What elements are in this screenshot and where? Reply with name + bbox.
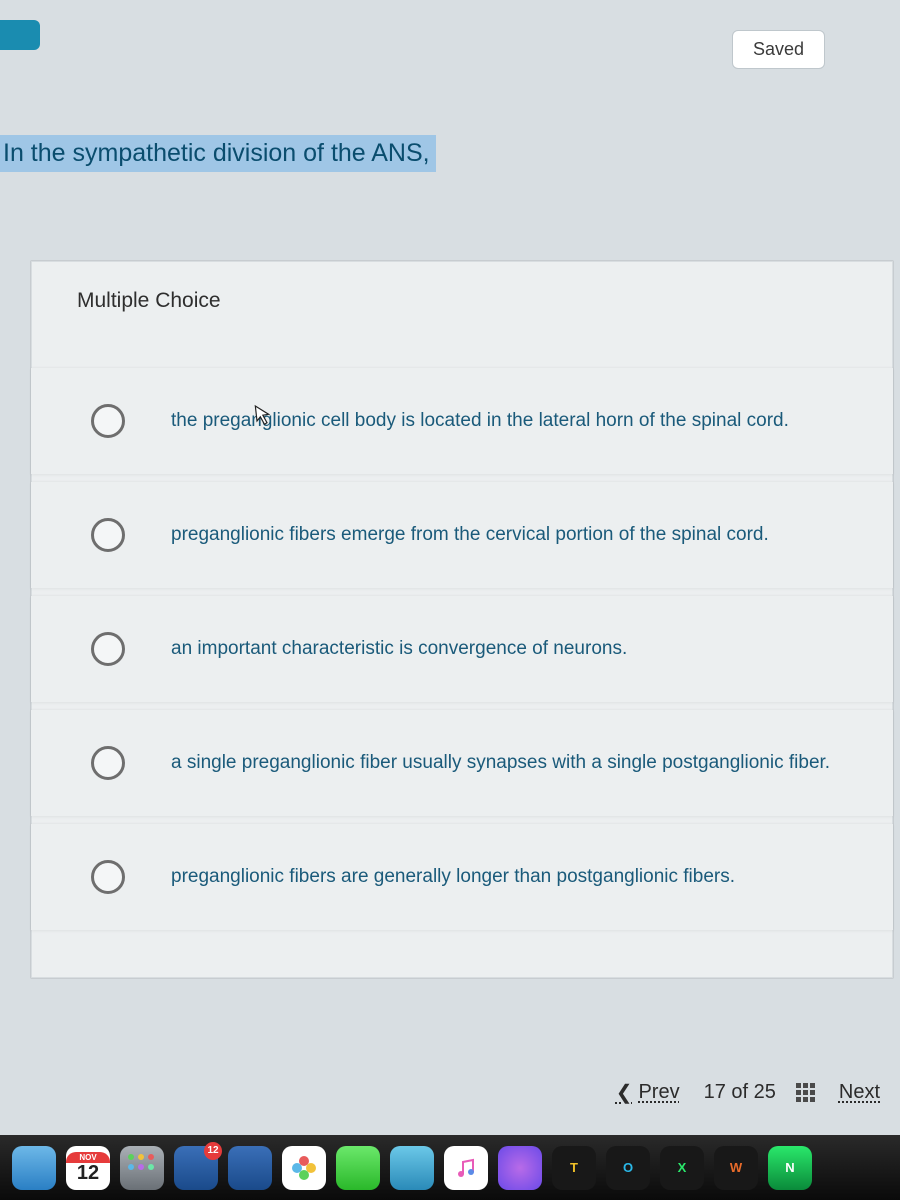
music-icon[interactable] (444, 1146, 488, 1190)
app-t-icon[interactable]: T (552, 1146, 596, 1190)
option-row[interactable]: the preganglionic cell body is located i… (31, 368, 893, 474)
app-o-icon[interactable]: O (606, 1146, 650, 1190)
question-nav-bar: ❮ Prev 17 of 25 Next (616, 1080, 880, 1105)
option-text: preganglionic fibers emerge from the cer… (171, 522, 769, 549)
option-row[interactable]: an important characteristic is convergen… (31, 596, 893, 702)
app-icon[interactable] (228, 1146, 272, 1190)
calendar-day: 12 (77, 1163, 99, 1183)
radio-button[interactable] (91, 518, 125, 552)
chevron-left-icon: ❮ (616, 1080, 633, 1105)
quiz-panel: Multiple Choice the preganglionic cell b… (30, 260, 894, 979)
question-counter: 17 of 25 (704, 1081, 815, 1104)
question-type-label: Multiple Choice (31, 289, 893, 368)
calendar-icon[interactable]: NOV 12 (66, 1146, 110, 1190)
app-x-icon[interactable]: X (660, 1146, 704, 1190)
option-row[interactable]: preganglionic fibers emerge from the cer… (31, 482, 893, 588)
question-stem: In the sympathetic division of the ANS, (0, 135, 436, 172)
saved-badge: Saved (732, 30, 825, 69)
messages-icon[interactable] (336, 1146, 380, 1190)
option-text: an important characteristic is convergen… (171, 636, 627, 663)
photos-icon[interactable] (282, 1146, 326, 1190)
grid-icon[interactable] (796, 1083, 815, 1102)
option-text: the preganglionic cell body is located i… (171, 408, 789, 435)
radio-button[interactable] (91, 632, 125, 666)
radio-button[interactable] (91, 860, 125, 894)
phone-icon[interactable] (390, 1146, 434, 1190)
launchpad-icon[interactable] (120, 1146, 164, 1190)
prev-label: Prev (638, 1081, 679, 1104)
next-label: Next (839, 1081, 880, 1104)
option-text: a single preganglionic fiber usually syn… (171, 750, 830, 777)
option-text: preganglionic fibers are generally longe… (171, 864, 735, 891)
next-button[interactable]: Next (839, 1081, 880, 1104)
notification-badge: 12 (204, 1142, 222, 1160)
count-text: 17 of 25 (704, 1081, 776, 1104)
browser-tab-indicator (0, 20, 40, 50)
option-row[interactable]: preganglionic fibers are generally longe… (31, 824, 893, 930)
system-preferences-icon[interactable]: 12 (174, 1146, 218, 1190)
app-w-icon[interactable]: W (714, 1146, 758, 1190)
radio-button[interactable] (91, 746, 125, 780)
radio-button[interactable] (91, 404, 125, 438)
option-row[interactable]: a single preganglionic fiber usually syn… (31, 710, 893, 816)
podcasts-icon[interactable] (498, 1146, 542, 1190)
app-n-icon[interactable]: N (768, 1146, 812, 1190)
finder-icon[interactable] (12, 1146, 56, 1190)
prev-button[interactable]: ❮ Prev (616, 1080, 680, 1105)
macos-dock: NOV 12 12 T O X W N (0, 1135, 900, 1200)
